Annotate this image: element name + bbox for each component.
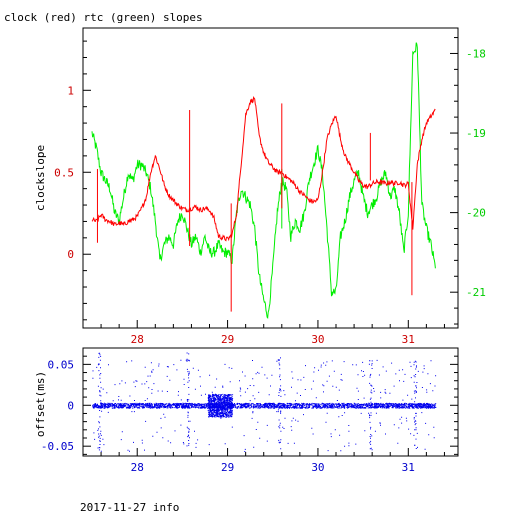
top-y-tick-label: 0.5 (54, 166, 74, 179)
offset-series (92, 352, 437, 452)
bottom-y-tick-label: 0 (67, 399, 74, 412)
footer-info: 2017-11-27 info (80, 501, 179, 512)
bottom-y-axis: 0.05 0 -0.05 (41, 355, 458, 455)
clock-series (91, 95, 436, 312)
offset-points (92, 352, 437, 452)
top-y-tick-label: 0 (67, 248, 74, 261)
offset-chart: 28 29 30 31 0.05 0 -0.05 offset(ms) (34, 347, 459, 474)
slopes-chart: 28 29 30 31 10.50 -18-19-20-21 clockslope (34, 27, 486, 346)
top-x-tick-label: 30 (311, 333, 324, 346)
top-y2-tick-label: -18 (466, 47, 486, 60)
bottom-plot-frame (82, 347, 459, 457)
top-y-axis-label: clockslope (34, 145, 47, 211)
top-y2-tick-label: -21 (466, 286, 486, 299)
top-y2-tick-label: -20 (466, 207, 486, 220)
top-x-tick-label: 29 (221, 333, 234, 346)
bottom-x-tick-label: 31 (402, 461, 415, 474)
bottom-y-tick-label: -0.05 (41, 440, 74, 453)
chart-title: clock (red) rtc (green) slopes (4, 11, 203, 24)
top-right-axis: -18 -19 -20 -21 (450, 37, 486, 325)
bottom-x-tick-label: 28 (131, 461, 144, 474)
rtc-line (91, 42, 436, 320)
rtc-series (91, 42, 436, 320)
top-y-tick-label: 1 (67, 84, 74, 97)
top-x-axis: 28 29 30 31 (100, 320, 445, 346)
bottom-x-axis: 28 29 30 31 (100, 448, 445, 474)
bottom-x-tick-label: 30 (311, 461, 324, 474)
bottom-y-tick-label: 0.05 (48, 358, 75, 371)
bottom-x-tick-label: 29 (221, 461, 234, 474)
top-y2-tick-label: -19 (466, 127, 486, 140)
top-plot-frame (82, 27, 459, 329)
clock-line (91, 95, 436, 242)
top-x-tick-label: 28 (131, 333, 144, 346)
top-x-tick-label: 31 (402, 333, 415, 346)
bottom-y-axis-label: offset(ms) (34, 371, 47, 437)
top-left-axis: 10.50 (54, 40, 91, 321)
